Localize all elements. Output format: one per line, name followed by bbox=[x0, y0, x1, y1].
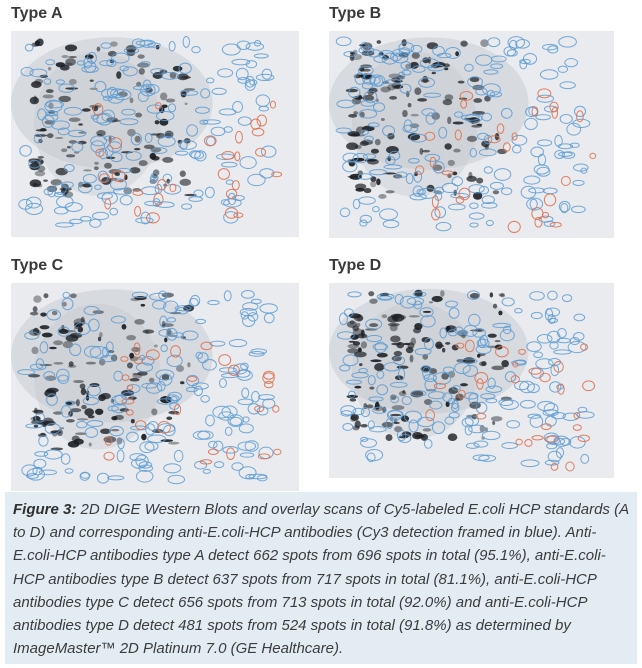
panel-label-d: Type D bbox=[329, 257, 382, 274]
panel-label-a: Type A bbox=[11, 5, 63, 22]
blot-image-a bbox=[11, 31, 299, 237]
panel-label-c: Type C bbox=[11, 257, 64, 274]
figure-label: Figure 3: bbox=[13, 501, 77, 518]
blot-c-svg bbox=[11, 289, 282, 485]
blot-d-svg bbox=[329, 288, 596, 472]
blot-image-c bbox=[11, 283, 299, 491]
figure-caption-text: 2D DIGE Western Blots and overlay scans … bbox=[13, 501, 629, 658]
blot-b-svg bbox=[329, 36, 597, 233]
blot-image-d bbox=[329, 283, 614, 478]
figure-caption-box: Figure 3: 2D DIGE Western Blots and over… bbox=[5, 492, 637, 664]
panel-label-b: Type B bbox=[329, 5, 382, 22]
blot-image-b bbox=[329, 31, 614, 238]
blot-a-svg bbox=[11, 35, 283, 228]
figure-caption: Figure 3: 2D DIGE Western Blots and over… bbox=[13, 498, 633, 660]
